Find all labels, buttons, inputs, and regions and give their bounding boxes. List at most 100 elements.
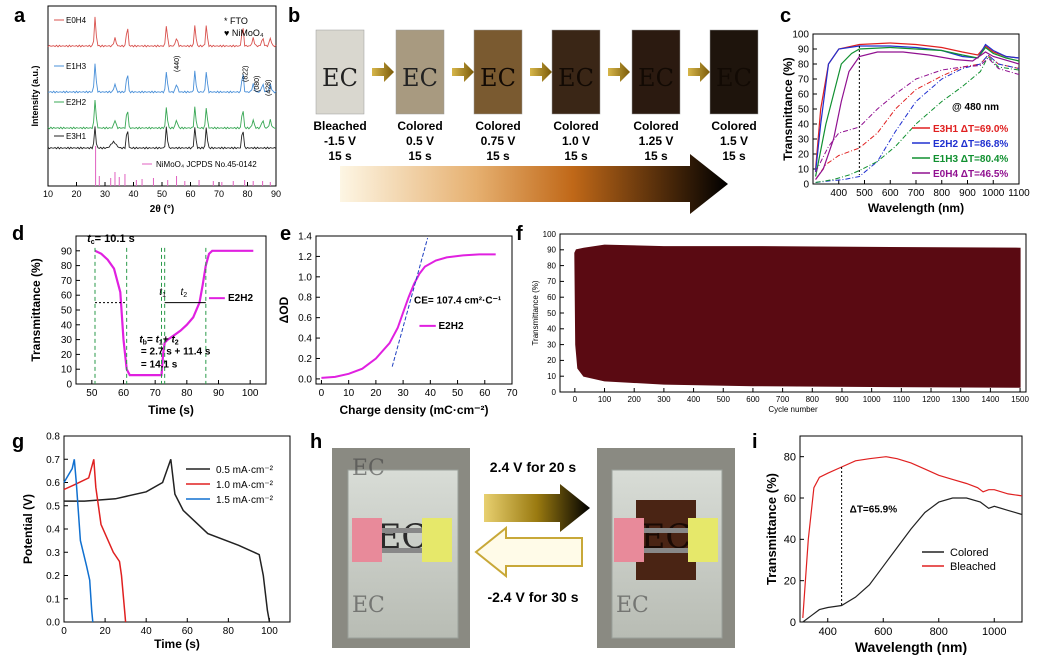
b-time-label: 15 s bbox=[644, 149, 668, 163]
a-xtick-label: 70 bbox=[214, 189, 224, 199]
panel-label-b: b bbox=[288, 5, 300, 27]
photo-bleached-ec-bg1: EC bbox=[352, 456, 385, 481]
b-photo-ec-text: EC bbox=[558, 64, 594, 92]
h-reverse-label: -2.4 V for 30 s bbox=[487, 589, 578, 605]
a-series-E0H4 bbox=[47, 16, 277, 48]
f-xtick-label: 900 bbox=[835, 395, 849, 404]
i-ytick-label: 80 bbox=[784, 452, 796, 464]
e-ytick-label: 0.0 bbox=[298, 374, 312, 385]
f-cycling-envelope bbox=[574, 244, 1021, 388]
i-ytick-label: 40 bbox=[784, 534, 796, 546]
g-xtick-label: 60 bbox=[182, 626, 194, 637]
a-legend-label: E1H3 bbox=[66, 62, 87, 71]
d-ytick-label: 40 bbox=[61, 320, 73, 331]
b-gradient-arrow bbox=[340, 154, 728, 214]
charts-layer: 10 20 30 40 50 60 70 80 90 2θ (°) Intensity (a.u.)… bbox=[21, 5, 1030, 655]
i-legend-label: Colored bbox=[950, 547, 989, 559]
e-legend-label: E2H2 bbox=[439, 321, 464, 332]
c-xtick-label: 900 bbox=[959, 188, 976, 199]
g-xtick-label: 20 bbox=[100, 626, 112, 637]
f-ytick-label: 20 bbox=[547, 356, 556, 365]
b-photo-4 bbox=[631, 29, 681, 115]
d-xtick-label: 70 bbox=[150, 388, 162, 399]
a-xtick-label: 50 bbox=[157, 189, 167, 199]
a-peak-label: (440) bbox=[174, 56, 181, 72]
d-curve-E2H2 bbox=[94, 249, 254, 377]
b-photo-5 bbox=[709, 29, 759, 115]
e-ytick-label: 0.6 bbox=[298, 313, 312, 324]
g-legend-label: 1.0 mA·cm⁻² bbox=[216, 480, 274, 491]
a-xtick-label: 60 bbox=[185, 189, 195, 199]
d-legend-label: E2H2 bbox=[228, 293, 253, 304]
c-colored-E1H3 bbox=[815, 55, 1020, 183]
d-t1-annotation: t1 bbox=[159, 287, 166, 299]
e-ce-label: CE= 107.4 cm²·C⁻¹ bbox=[414, 295, 502, 306]
b-voltage-label: 1.0 V bbox=[562, 134, 590, 148]
c-legend-label: E1H3 ΔT=80.4% bbox=[933, 154, 1008, 165]
b-voltage-label: 0.5 V bbox=[406, 134, 434, 148]
d-ytick-label: 50 bbox=[61, 306, 73, 317]
g-legend-label: 0.5 mA·cm⁻² bbox=[216, 465, 274, 476]
g-ytick-label: 0.3 bbox=[46, 548, 60, 559]
h-reverse-arrow bbox=[474, 525, 583, 579]
e-xtick-label: 70 bbox=[506, 388, 518, 399]
e-ytick-label: 1.0 bbox=[298, 272, 312, 283]
panel-label-c: c bbox=[780, 5, 791, 27]
f-ytick-label: 40 bbox=[547, 325, 556, 334]
panel-i-device-transmittance: 400 600 800 1000 0 20 40 60 80 Wavelength (nm) Tra… bbox=[764, 435, 1023, 655]
a-legend-label: E0H4 bbox=[66, 16, 87, 25]
i-xtick-label: 1000 bbox=[982, 626, 1006, 638]
b-step-arrow bbox=[530, 62, 552, 82]
e-xtick-label: 0 bbox=[319, 388, 325, 399]
h-forward-label: 2.4 V for 20 s bbox=[490, 459, 577, 475]
clip-wire-left bbox=[382, 528, 422, 533]
c-ylabel: Transmittance (%) bbox=[781, 57, 795, 160]
i-xtick-label: 400 bbox=[819, 626, 837, 638]
g-ytick-label: 0.1 bbox=[46, 594, 60, 605]
b-voltage-label: 1.5 V bbox=[720, 134, 748, 148]
c-ytick-label: 50 bbox=[798, 105, 810, 116]
f-xlabel: Cycle number bbox=[768, 405, 818, 414]
photo-colored-ec-film bbox=[636, 500, 696, 580]
g-ytick-label: 0.2 bbox=[46, 571, 60, 582]
b-time-label: 15 s bbox=[486, 149, 510, 163]
f-ytick-label: 80 bbox=[547, 261, 556, 270]
e-ytick-label: 0.2 bbox=[298, 354, 312, 365]
d-ytick-label: 10 bbox=[61, 365, 73, 376]
c-xtick-label: 500 bbox=[856, 188, 873, 199]
c-ytick-label: 40 bbox=[798, 120, 810, 131]
c-legend-label: E3H1 ΔT=69.0% bbox=[933, 124, 1008, 135]
panel-g-gcd: 0 20 40 60 80 100 0.0 0.1 0.2 0.3 0.4 0.5 0.6 0.7 0.8 T… bbox=[21, 432, 291, 651]
d-xtick-label: 60 bbox=[118, 388, 130, 399]
b-photo-ec-text: EC bbox=[322, 64, 358, 92]
clip-wire-left2 bbox=[382, 548, 422, 553]
a-xlabel: 2θ (°) bbox=[150, 204, 174, 215]
b-photo-ec-text: EC bbox=[716, 64, 752, 92]
e-xtick-label: 60 bbox=[479, 388, 491, 399]
i-plot-frame bbox=[799, 435, 1023, 623]
panel-label-g: g bbox=[12, 431, 24, 453]
panel-e-coloration-efficiency: 0 10 20 30 40 50 60 70 0.0 0.2 0.4 0.6 0.8 1.0 1.2 1.4 C… bbox=[277, 232, 518, 418]
f-xtick-label: 1500 bbox=[1011, 395, 1029, 404]
i-ytick-label: 0 bbox=[790, 617, 796, 629]
g-curve-1 bbox=[63, 459, 127, 623]
e-ylabel: ΔOD bbox=[277, 296, 291, 323]
h-forward-arrow bbox=[484, 484, 590, 532]
e-ytick-label: 0.8 bbox=[298, 293, 312, 304]
b-state-label: Colored bbox=[633, 119, 678, 133]
b-photo-ec-text: EC bbox=[480, 64, 516, 92]
c-ytick-label: 10 bbox=[798, 165, 810, 176]
panel-label-a: a bbox=[14, 5, 26, 27]
a-xtick-label: 40 bbox=[128, 189, 138, 199]
e-plot-frame bbox=[315, 235, 513, 385]
c-xtick-label: 600 bbox=[882, 188, 899, 199]
a-xtick-label: 10 bbox=[43, 189, 53, 199]
e-xtick-label: 20 bbox=[370, 388, 382, 399]
panel-label-e: e bbox=[280, 223, 291, 245]
g-ytick-label: 0.7 bbox=[46, 455, 60, 466]
f-xtick-label: 1300 bbox=[952, 395, 970, 404]
photo-bleached-ec-bg2: EC bbox=[352, 593, 385, 618]
c-ytick-label: 80 bbox=[798, 60, 810, 71]
